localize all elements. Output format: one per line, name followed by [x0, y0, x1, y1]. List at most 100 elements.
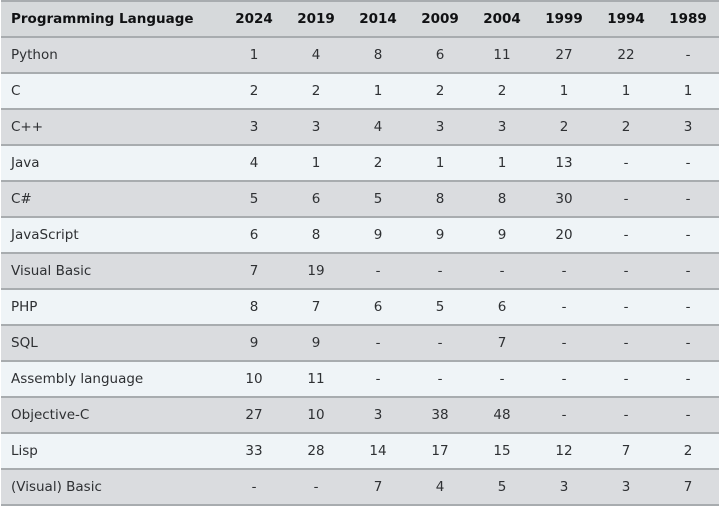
table-row: Assembly language 10 11- - - - - - — [1, 361, 719, 398]
rank-cell: - — [533, 289, 595, 326]
rank-cell: 2 — [533, 109, 595, 146]
rank-cell: 1 — [347, 73, 409, 110]
language-cell: C++ — [1, 109, 223, 146]
rank-cell: 9 — [223, 325, 285, 362]
rank-cell: - — [409, 253, 471, 290]
rank-cell: - — [285, 469, 347, 506]
rank-cell: 30 — [533, 181, 595, 218]
rank-cell: 8 — [409, 181, 471, 218]
rank-cell: 38 — [409, 397, 471, 434]
rank-cell: - — [657, 397, 719, 434]
language-cell: JavaScript — [1, 217, 223, 254]
rank-cell: 19 — [285, 253, 347, 290]
rank-cell: 7 — [657, 469, 719, 506]
rank-cell: - — [533, 397, 595, 434]
rank-cell: 4 — [409, 469, 471, 506]
rank-cell: 1 — [533, 73, 595, 110]
rank-cell: 7 — [471, 325, 533, 362]
column-header-year: 2009 — [409, 1, 471, 38]
rank-cell: - — [657, 217, 719, 254]
rank-cell: 3 — [285, 109, 347, 146]
rank-cell: 7 — [285, 289, 347, 326]
rank-cell: - — [657, 145, 719, 182]
rank-cell: 1 — [471, 145, 533, 182]
rank-cell: - — [471, 361, 533, 398]
rank-cell: 3 — [223, 109, 285, 146]
rank-cell: - — [533, 361, 595, 398]
rank-cell: - — [657, 361, 719, 398]
rank-cell: - — [409, 325, 471, 362]
language-cell: (Visual) Basic — [1, 469, 223, 506]
rank-cell: 14 — [347, 433, 409, 470]
rank-cell: 9 — [471, 217, 533, 254]
table-row: Lisp 33 28 14 17 15 12 7 2 — [1, 433, 719, 470]
rank-cell: 9 — [409, 217, 471, 254]
column-header-year: 2014 — [347, 1, 409, 38]
rank-cell: 11 — [285, 361, 347, 398]
table-row: (Visual) Basic - -7 4 5 3 3 7 — [1, 469, 719, 506]
rank-cell: 15 — [471, 433, 533, 470]
rank-cell: 6 — [409, 37, 471, 74]
rank-cell: 28 — [285, 433, 347, 470]
rank-cell: 3 — [595, 469, 657, 506]
header-row: Programming Language 2024 2019 2014 2009 2004… — [1, 1, 719, 38]
rank-cell: 9 — [347, 217, 409, 254]
rank-cell: 8 — [347, 37, 409, 74]
rank-cell: - — [471, 253, 533, 290]
rank-cell: 6 — [471, 289, 533, 326]
rank-cell: 12 — [533, 433, 595, 470]
rank-cell: 5 — [409, 289, 471, 326]
rank-cell: 2 — [595, 109, 657, 146]
rank-cell: - — [595, 181, 657, 218]
column-header-language: Programming Language — [1, 1, 223, 38]
rank-cell: 2 — [409, 73, 471, 110]
table-row: C++ 3 3 4 3 3 2 2 3 — [1, 109, 719, 146]
rank-cell: - — [595, 325, 657, 362]
rank-cell: 33 — [223, 433, 285, 470]
column-header-year: 1999 — [533, 1, 595, 38]
table-row: PHP 8 7 6 5 6- - - — [1, 289, 719, 326]
table-body: Python 1 4 8 6 11 27 22- C 2 2 1 2 2 1 1 1 C++ 3 3 4 3 3 2 2 3 Jav… — [1, 37, 719, 506]
table-header: Programming Language 2024 2019 2014 2009 2004… — [1, 1, 719, 38]
rank-cell: 3 — [471, 109, 533, 146]
table-row: Visual Basic 7 19- - - - - - — [1, 253, 719, 290]
rank-cell: 6 — [347, 289, 409, 326]
rank-cell: 2 — [657, 433, 719, 470]
rank-cell: - — [657, 253, 719, 290]
rank-cell: 8 — [223, 289, 285, 326]
rank-cell: - — [657, 37, 719, 74]
column-header-year: 1994 — [595, 1, 657, 38]
rank-cell: 7 — [347, 469, 409, 506]
rank-cell: - — [595, 145, 657, 182]
rank-cell: 2 — [223, 73, 285, 110]
rank-cell: 9 — [285, 325, 347, 362]
rank-cell: 3 — [409, 109, 471, 146]
table-row: C# 5 6 5 8 8 30- - — [1, 181, 719, 218]
rank-cell: 1 — [223, 37, 285, 74]
rank-cell: 1 — [595, 73, 657, 110]
rank-cell: 2 — [285, 73, 347, 110]
rank-cell: 5 — [471, 469, 533, 506]
table-row: JavaScript 6 8 9 9 9 20- - — [1, 217, 719, 254]
rank-cell: 20 — [533, 217, 595, 254]
language-cell: SQL — [1, 325, 223, 362]
rank-cell: 27 — [533, 37, 595, 74]
rank-cell: 10 — [223, 361, 285, 398]
rank-cell: - — [595, 361, 657, 398]
language-cell: Visual Basic — [1, 253, 223, 290]
rank-cell: 6 — [285, 181, 347, 218]
rank-cell: 48 — [471, 397, 533, 434]
language-cell: Python — [1, 37, 223, 74]
language-cell: Objective-C — [1, 397, 223, 434]
rank-cell: 6 — [223, 217, 285, 254]
rank-cell: - — [347, 325, 409, 362]
language-cell: Lisp — [1, 433, 223, 470]
rank-cell: 3 — [347, 397, 409, 434]
language-cell: PHP — [1, 289, 223, 326]
table-row: Objective-C 27 10 3 38 48- - - — [1, 397, 719, 434]
rank-cell: 3 — [533, 469, 595, 506]
column-header-year: 2024 — [223, 1, 285, 38]
rank-cell: - — [223, 469, 285, 506]
